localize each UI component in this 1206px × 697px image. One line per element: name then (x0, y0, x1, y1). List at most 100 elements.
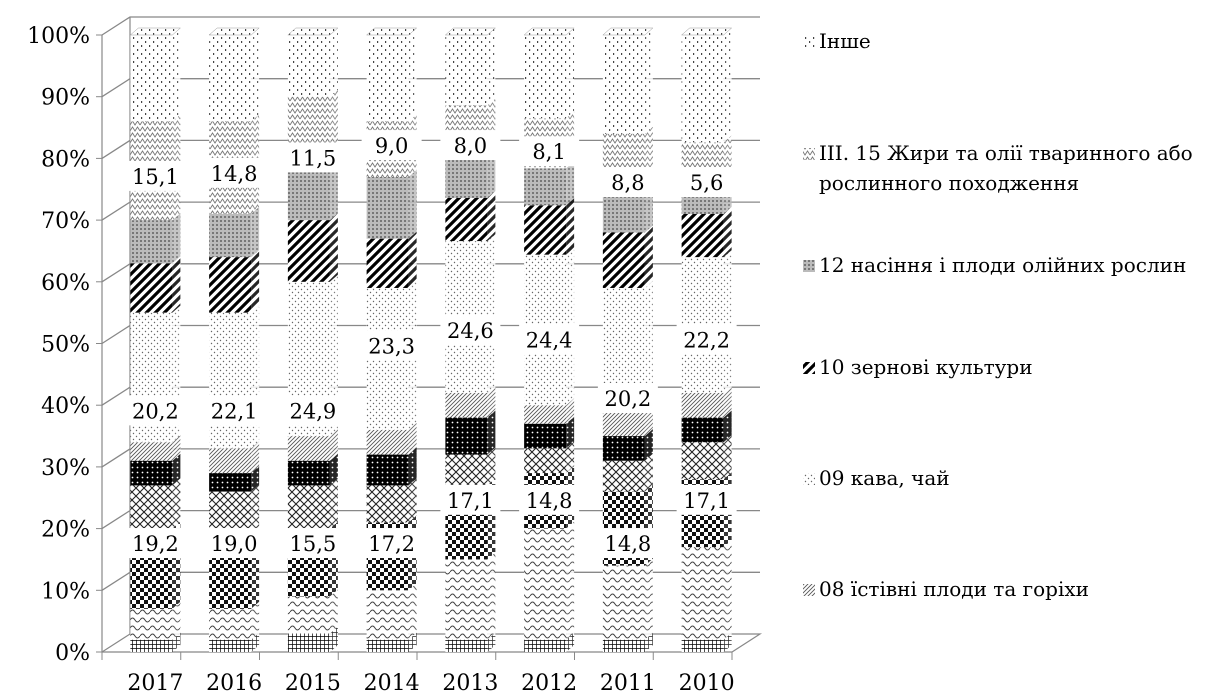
bar-segment-side (329, 429, 338, 461)
bar-segment (366, 639, 409, 652)
bars (129, 27, 733, 652)
bar-segment (681, 547, 724, 640)
bar-segment-side (329, 589, 338, 634)
bar-segment (287, 460, 330, 486)
bar-segment-side (566, 398, 575, 424)
bar-segment-side (487, 447, 496, 486)
data-label: 23,3 (368, 335, 415, 359)
y-tick-label: 50% (41, 333, 90, 358)
bar-segment (524, 168, 567, 206)
legend-label: Інше (819, 29, 871, 53)
y-axis: 0% 10% 20% 30% 40% 50% 60% 70% 80% 90% 100% (27, 24, 103, 666)
y-tick-label: 80% (41, 147, 90, 172)
bar-segment-side (172, 435, 181, 461)
bar-segment-side (251, 28, 260, 122)
legend-label: 10 зернові культури (819, 355, 1033, 379)
bar-segment (130, 460, 173, 486)
data-label: 8,1 (532, 140, 565, 164)
bar-segment (366, 35, 409, 122)
plot-frame (101, 17, 763, 653)
bar-segment-side (566, 198, 575, 255)
legend-swatch (803, 36, 815, 48)
bar-segment-side (408, 169, 417, 239)
y-tick-label: 60% (41, 271, 90, 296)
data-label: 9,0 (375, 134, 408, 158)
bar-segment-side (487, 234, 496, 393)
bar-segment (287, 436, 330, 461)
bar-segment (524, 35, 567, 119)
bar-segment (445, 392, 488, 418)
data-label-bg (125, 395, 186, 426)
y-tick-label: 0% (55, 641, 90, 666)
bar-segment (209, 35, 252, 122)
bar-segment-side (487, 385, 496, 418)
data-label: 19,0 (211, 532, 258, 556)
bar-segment-side (251, 441, 260, 474)
bar-segment-side (408, 28, 417, 122)
gridline (101, 448, 760, 468)
bar-segment-side (329, 163, 338, 221)
bar-top (602, 27, 654, 36)
bar-segment (130, 639, 173, 652)
legend-item: Інше (803, 29, 871, 53)
bar-segment-side (172, 632, 181, 652)
bar-segment (209, 639, 252, 652)
bar-segment-side (566, 161, 575, 206)
gridline (101, 571, 760, 591)
data-label-bg (204, 528, 265, 559)
data-label: 22,2 (683, 328, 730, 352)
bar-segment (445, 559, 488, 640)
bar-segment (366, 238, 409, 288)
bar-segment-side (487, 632, 496, 652)
x-tick-label: 2013 (442, 671, 498, 696)
gridline (101, 16, 760, 36)
y-tick-label: 40% (41, 394, 90, 419)
data-label: 17,1 (447, 489, 494, 513)
bar-segment (130, 442, 173, 461)
data-label-bg (204, 157, 265, 188)
data-label: 5,6 (690, 171, 723, 195)
data-label: 8,0 (454, 134, 487, 158)
data-label-bg (125, 160, 186, 191)
x-tick-label: 2011 (600, 671, 656, 696)
x-tick-label: 2015 (285, 671, 341, 696)
legend-label: 12 насіння і плоди олійних рослин (819, 253, 1186, 277)
data-label-bg (519, 136, 580, 167)
bar-segment-side (723, 632, 732, 652)
legend-label: 08 їстівні плоди та горіхи (819, 577, 1089, 601)
bar-segment-side (723, 206, 732, 258)
bar-segment (130, 608, 173, 640)
bar-segment (445, 417, 488, 455)
bar-segment (524, 205, 567, 255)
bar-segment (445, 639, 488, 652)
bar-segment (130, 485, 173, 529)
bar-segment (445, 454, 488, 486)
bar-segment (209, 257, 252, 313)
y-tick-label: 70% (41, 209, 90, 234)
bar-2015 (287, 27, 339, 652)
legend: Інше III. 15 Жири та олії тваринного або р… (803, 29, 1193, 601)
data-label-bg (597, 167, 658, 198)
bar-segment (681, 639, 724, 652)
bar-segment (681, 442, 724, 480)
data-label: 22,1 (211, 399, 258, 423)
bar-segment (445, 35, 488, 106)
bar-segment-side (251, 632, 260, 652)
bar-segment (602, 460, 645, 492)
data-label-bg (676, 484, 737, 515)
bar-segment-side (487, 410, 496, 455)
bar-segment (524, 528, 567, 640)
bar-segment (287, 170, 330, 221)
bar-segment-side (723, 540, 732, 640)
data-labels: 15,1 14,8 11,5 9,0 8,0 8,1 8,8 5,6 20,2 22,1 24,9 2… (125, 130, 737, 559)
y-tick-label: 30% (41, 456, 90, 481)
x-tick-label: 2016 (206, 671, 262, 696)
bar-2016 (208, 27, 260, 652)
data-label-bg (519, 324, 580, 355)
legend-label: III. 15 Жири та олії тваринного або росли… (819, 141, 1193, 195)
bar-segment (366, 454, 409, 486)
bar-segment (602, 232, 645, 288)
data-label-bg (519, 484, 580, 515)
bar-segment (130, 35, 173, 122)
